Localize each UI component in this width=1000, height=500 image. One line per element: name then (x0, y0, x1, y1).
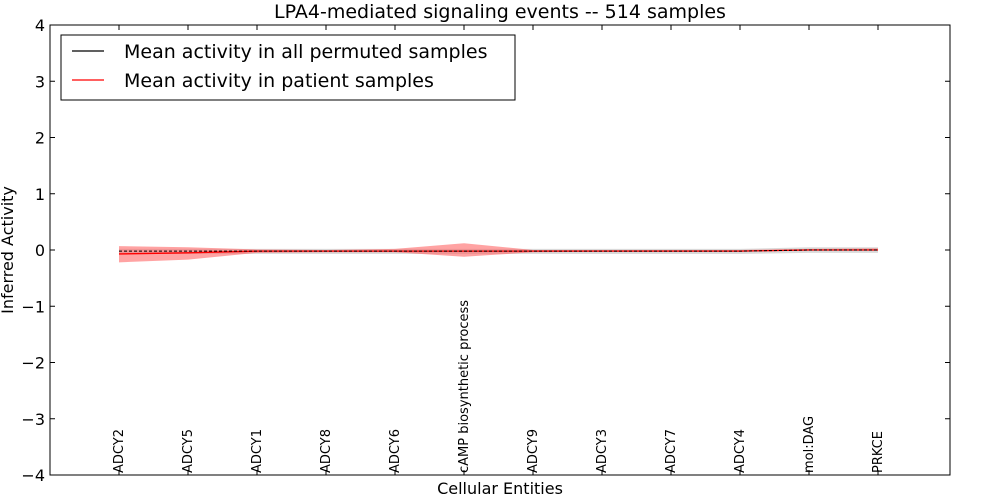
y-tick-label: 2 (35, 129, 45, 148)
x-tick-label: ADCY9 (526, 429, 541, 473)
x-tick-label: ADCY5 (181, 429, 196, 473)
x-tick-label: ADCY7 (664, 429, 679, 473)
y-tick-label: 0 (35, 241, 45, 260)
x-axis: ADCY2 ADCY5 ADCY1 ADCY8 ADCY6 cAMP biosynthet… (112, 25, 886, 475)
x-tick-label: ADCY2 (112, 429, 127, 473)
series-line-1 (119, 249, 878, 252)
y-tick-label: −1 (21, 297, 45, 316)
y-tick-label: −3 (21, 410, 45, 429)
x-tick-label: ADCY3 (595, 429, 610, 473)
y-tick-label: 4 (35, 16, 45, 35)
y-axis: 4 3 2 1 0 −1 −2 −3 −4 (21, 16, 950, 485)
chart-title: LPA4-mediated signaling events -- 514 sa… (274, 1, 726, 23)
y-tick-label: −2 (21, 354, 45, 373)
legend: Mean activity in all permuted samples Mea… (60, 34, 516, 101)
plot-area (118, 243, 878, 263)
x-tick-label: PRKCE (871, 431, 886, 473)
x-tick-label: cAMP biosynthetic process (457, 300, 472, 473)
y-axis-label: Inferred Activity (0, 186, 17, 314)
y-tick-label: −4 (21, 466, 45, 485)
series-band-2 (119, 243, 878, 263)
y-tick-label: 1 (35, 185, 45, 204)
legend-box (60, 34, 516, 101)
x-tick-label: ADCY8 (319, 429, 334, 473)
x-tick-label: ADCY4 (733, 429, 748, 473)
x-axis-label: Cellular Entities (437, 479, 563, 498)
legend-label-1: Mean activity in all permuted samples (124, 41, 487, 63)
x-tick-label: mol:DAG (802, 416, 817, 473)
x-tick-label: ADCY6 (388, 429, 403, 473)
x-tick-label: ADCY1 (250, 429, 265, 473)
y-tick-label: 3 (35, 72, 45, 91)
legend-label-2: Mean activity in patient samples (124, 70, 434, 92)
